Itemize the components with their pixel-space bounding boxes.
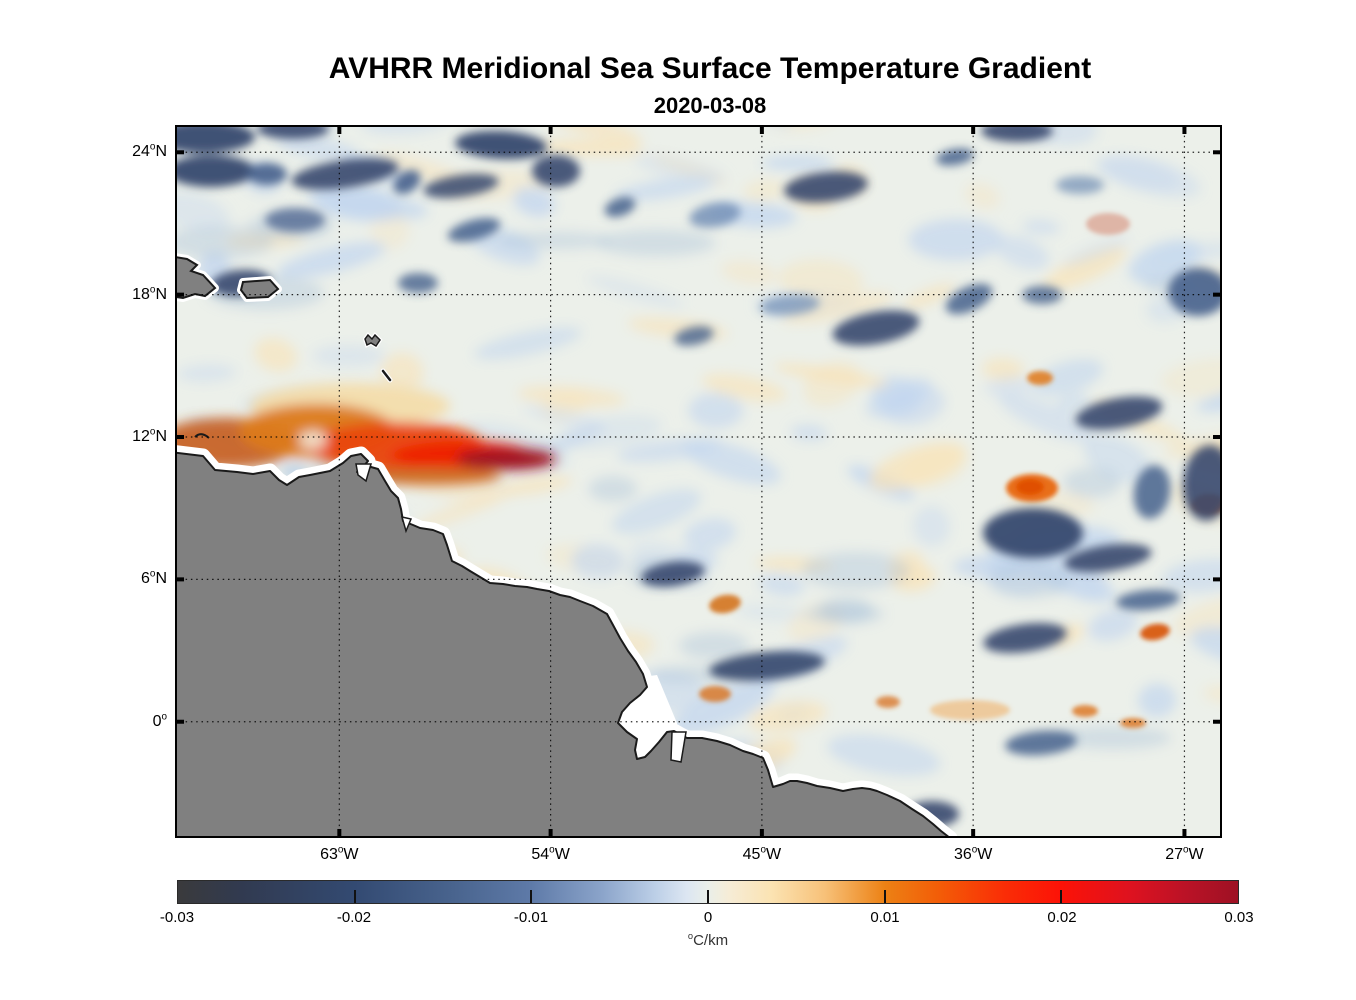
- degree-symbol: o: [687, 931, 694, 941]
- tick-mark: [175, 435, 184, 440]
- plot-border: [175, 125, 1222, 838]
- degree-symbol: o: [149, 426, 156, 438]
- tick-mark: [337, 125, 342, 134]
- x-axis-tick-label: 27oW: [1165, 844, 1204, 863]
- tick-mark: [971, 125, 976, 134]
- tick-mark: [1213, 150, 1222, 155]
- colorbar-tick-label: 0: [703, 909, 713, 926]
- tick-mark: [1182, 125, 1187, 134]
- tick-mark: [1213, 292, 1222, 297]
- degree-symbol: o: [149, 284, 156, 296]
- tick-mark: [1213, 719, 1222, 724]
- martinique-island: [381, 369, 392, 382]
- axis-ticks: [175, 125, 1222, 838]
- tick-mark: [548, 829, 553, 838]
- x-axis-tick-label: 63oW: [320, 844, 359, 863]
- orinoco-delta-inlet: [400, 515, 413, 534]
- venezuela-positive-gradient-patch: [175, 383, 556, 485]
- degree-symbol: o: [549, 844, 555, 856]
- colorbar: [177, 880, 1239, 904]
- colorbar-tick-mark: [1060, 890, 1063, 903]
- y-axis-tick-label: 0o: [152, 711, 167, 730]
- colorbar-tick-mark: [883, 890, 886, 903]
- colorbar-tick-label: 0.01: [870, 909, 900, 926]
- puerto-rico-island: [239, 278, 280, 300]
- y-axis-tick-label: 12oN: [132, 426, 167, 445]
- colorbar-tick-label: 0.03: [1224, 909, 1254, 926]
- colorbar-unit-label: oC/km: [687, 931, 729, 949]
- x-axis-tick-label: 45oW: [742, 844, 782, 863]
- tick-mark: [175, 150, 184, 155]
- degree-symbol: o: [161, 711, 167, 723]
- tick-mark: [1213, 435, 1222, 440]
- tick-mark: [971, 829, 976, 838]
- tick-mark: [175, 577, 184, 582]
- tick-mark: [337, 829, 342, 838]
- islands: [175, 252, 393, 439]
- x-axis-tick-label: 54oW: [531, 844, 570, 863]
- map-plot: [175, 125, 1222, 838]
- colorbar-tick-mark: [353, 890, 356, 903]
- graticule: [175, 125, 1222, 838]
- guadeloupe-island: [364, 333, 381, 348]
- degree-symbol: o: [337, 844, 344, 856]
- degree-symbol: o: [971, 844, 978, 856]
- river-inlet: [670, 731, 687, 763]
- tick-mark: [175, 719, 184, 724]
- date-subtitle: 2020-03-08: [653, 93, 767, 118]
- colorbar-tick-label: -0.03: [159, 909, 195, 926]
- y-axis-tick-label: 18oN: [132, 284, 167, 303]
- tick-mark: [1213, 577, 1222, 582]
- colorbar-tick-label: 0.02: [1047, 909, 1077, 926]
- y-axis-tick-label: 24oN: [132, 141, 167, 161]
- degree-symbol: o: [760, 844, 766, 856]
- hispaniola-island: [175, 255, 217, 300]
- y-axis-tick-label: 6oN: [141, 569, 167, 588]
- degree-symbol: o: [149, 141, 156, 153]
- sst-gradient-map: [175, 125, 1222, 838]
- colorbar-tick-mark: [707, 890, 709, 903]
- land-mass: [175, 445, 958, 838]
- tick-mark: [1182, 829, 1187, 838]
- tick-mark: [759, 125, 764, 134]
- colorbar-tick-label: -0.01: [513, 909, 549, 926]
- colorbar-tick-mark: [530, 890, 533, 903]
- degree-symbol: o: [149, 569, 156, 581]
- tick-mark: [548, 125, 553, 134]
- gulf-of-paria: [355, 463, 373, 483]
- tick-mark: [759, 829, 764, 838]
- page-title: AVHRR Meridional Sea Surface Temperature…: [328, 52, 1092, 85]
- colorbar-tick-label: -0.02: [336, 909, 372, 926]
- tick-mark: [175, 292, 184, 297]
- x-axis-tick-label: 36oW: [953, 844, 993, 863]
- degree-symbol: o: [1183, 844, 1189, 856]
